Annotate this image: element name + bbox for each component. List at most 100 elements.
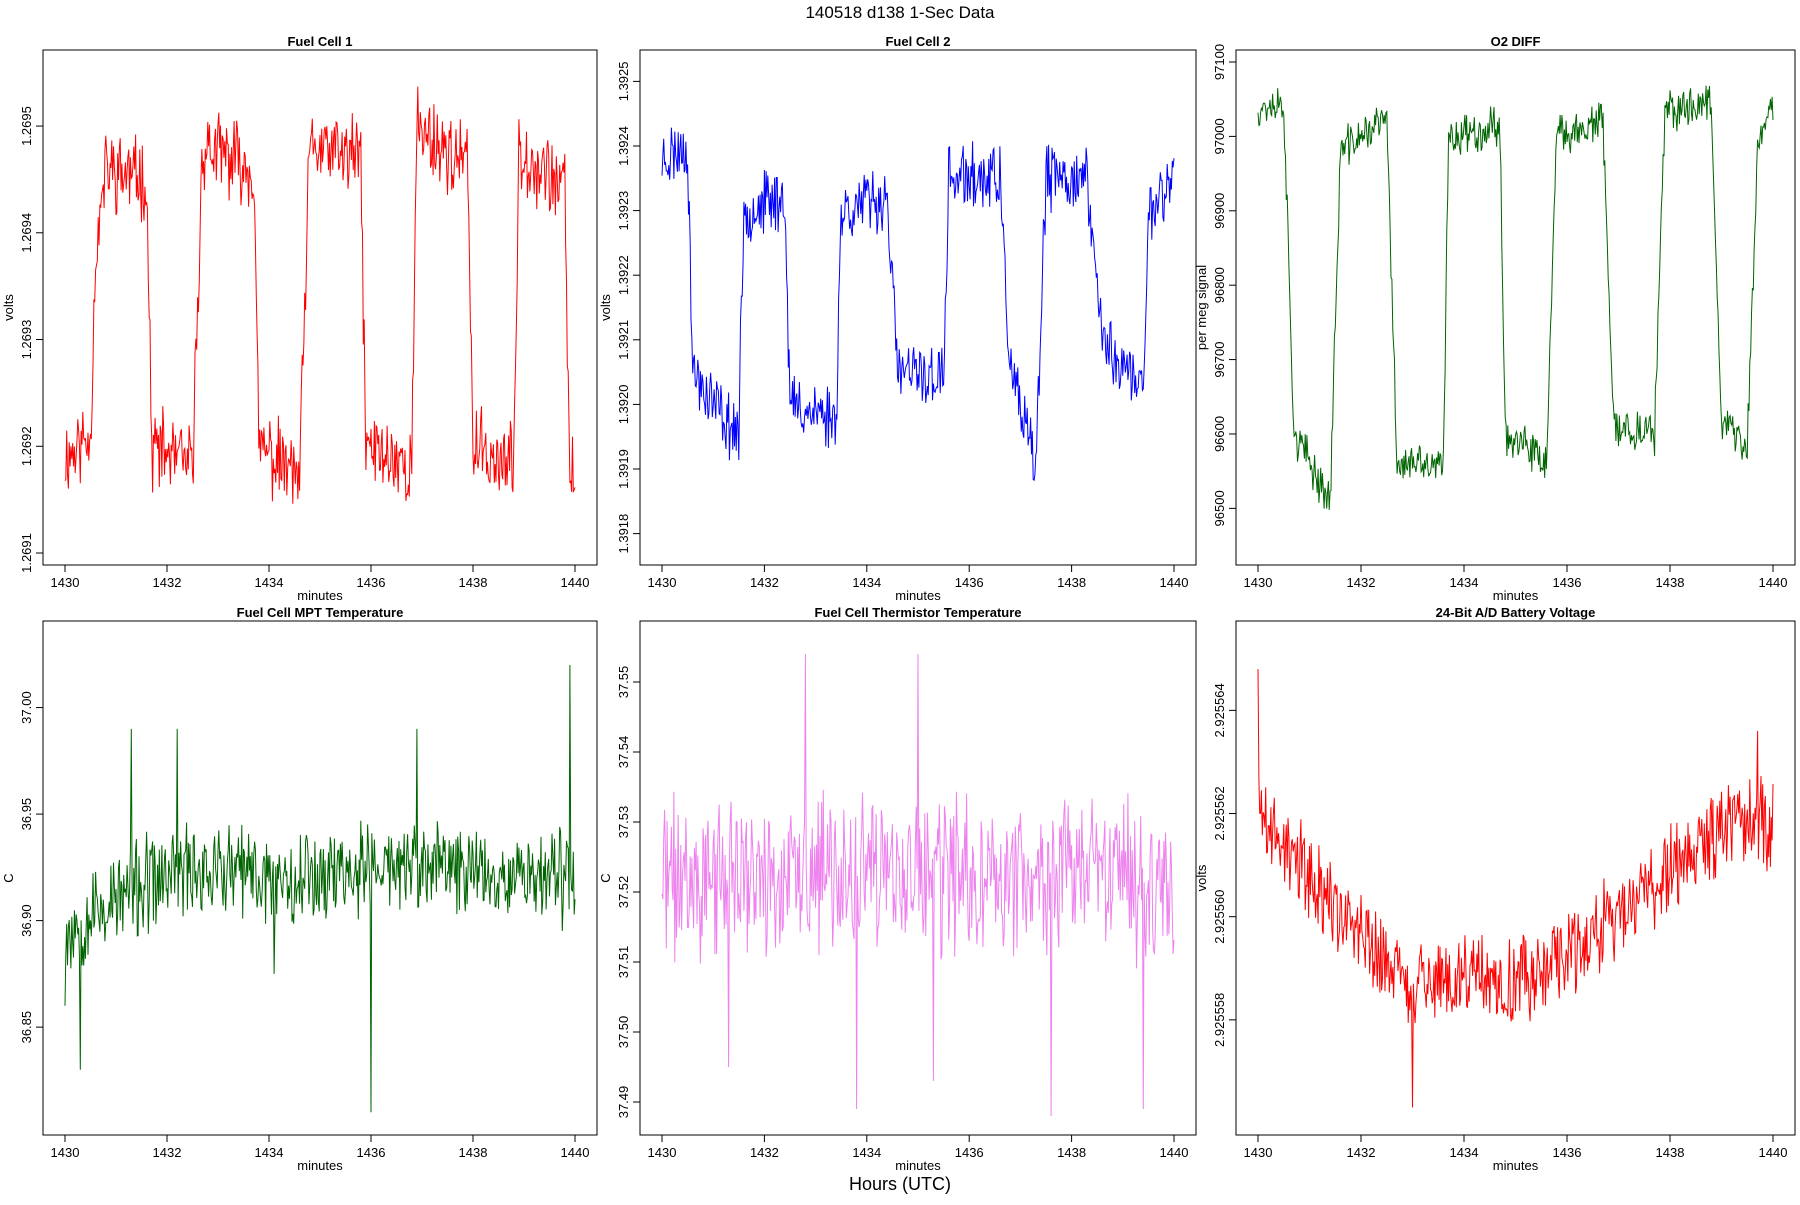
y-tick-label: 1.2691 <box>19 533 34 573</box>
x-tick-label: 1440 <box>1160 575 1189 590</box>
y-tick-label: 96600 <box>1212 416 1227 452</box>
plot-frame <box>639 620 1197 1136</box>
y-tick-label: 1.2694 <box>19 213 34 253</box>
y-tick-label: 1.3919 <box>616 449 631 489</box>
x-tick-label: 1434 <box>1450 1145 1479 1160</box>
x-axis-label: minutes <box>895 1158 941 1173</box>
y-axis-label: C <box>1 873 16 882</box>
x-tick-label: 1432 <box>750 575 779 590</box>
y-tick-label: 96900 <box>1212 193 1227 229</box>
y-axis-label: volts <box>1194 864 1209 891</box>
y-tick-label: 1.3923 <box>616 191 631 231</box>
x-tick-label: 1436 <box>1553 575 1582 590</box>
x-tick-label: 1438 <box>1656 575 1685 590</box>
y-tick-label: 36.85 <box>19 1011 34 1044</box>
y-tick-label: 37.49 <box>616 1086 631 1119</box>
x-tick-label: 1430 <box>51 575 80 590</box>
y-tick-label: 1.2692 <box>19 426 34 466</box>
panel-4: Fuel Cell MPT Temperature 1430 1432 1434 143… <box>1 605 598 1173</box>
y-axis-label: per meg signal <box>1194 265 1209 350</box>
x-tick-label: 1432 <box>153 575 182 590</box>
y-tick-label: 37.54 <box>616 736 631 769</box>
plot-frame <box>42 49 598 566</box>
x-tick-label: 1432 <box>153 1145 182 1160</box>
y-tick-label: 36.90 <box>19 904 34 937</box>
x-axis-label: minutes <box>1493 1158 1539 1173</box>
x-tick-label: 1432 <box>1347 575 1376 590</box>
x-tick-label: 1432 <box>750 1145 779 1160</box>
y-tick-label: 96700 <box>1212 341 1227 377</box>
panel-title: Fuel Cell Thermistor Temperature <box>814 605 1021 620</box>
panel-5: Fuel Cell Thermistor Temperature 1430 1432… <box>598 605 1197 1173</box>
x-tick-label: 1440 <box>561 575 590 590</box>
y-tick-label: 96500 <box>1212 490 1227 526</box>
y-tick-label: 37.53 <box>616 806 631 839</box>
plot-frame <box>1235 620 1796 1136</box>
x-tick-label: 1438 <box>1057 575 1086 590</box>
y-tick-label: 1.3924 <box>616 126 631 166</box>
x-tick-label: 1430 <box>1244 575 1273 590</box>
x-tick-label: 1434 <box>1450 575 1479 590</box>
panel-title: Fuel Cell MPT Temperature <box>237 605 404 620</box>
y-tick-label: 97100 <box>1212 44 1227 80</box>
y-tick-label: 2.925564 <box>1212 683 1227 737</box>
y-tick-label: 37.55 <box>616 666 631 699</box>
x-tick-label: 1436 <box>955 1145 984 1160</box>
y-tick-label: 1.2695 <box>19 106 34 146</box>
panel-2: Fuel Cell 2 1430 1432 1434 1436 1438 1440 minut… <box>598 34 1197 603</box>
y-axis-label: volts <box>598 294 613 321</box>
x-tick-label: 1440 <box>1160 1145 1189 1160</box>
y-tick-label: 2.925558 <box>1212 993 1227 1047</box>
x-tick-label: 1438 <box>459 575 488 590</box>
x-tick-label: 1430 <box>1244 1145 1273 1160</box>
panels: Fuel Cell 1 1430 1432 1434 1436 1438 1440 minut… <box>1 34 1796 1173</box>
x-tick-label: 1440 <box>1759 575 1788 590</box>
x-tick-label: 1438 <box>459 1145 488 1160</box>
x-tick-label: 1432 <box>1347 1145 1376 1160</box>
x-tick-label: 1434 <box>255 575 284 590</box>
x-tick-label: 1430 <box>51 1145 80 1160</box>
panel-title: Fuel Cell 1 <box>287 34 352 49</box>
y-tick-label: 37.52 <box>616 876 631 909</box>
y-tick-label: 2.925560 <box>1212 890 1227 944</box>
figure-title: 140518 d138 1-Sec Data <box>805 3 995 22</box>
figure-xlabel: Hours (UTC) <box>849 1174 951 1194</box>
panel-title: Fuel Cell 2 <box>885 34 950 49</box>
panel-3: O2 DIFF 1430 1432 1434 1436 1438 1440 minutes 96… <box>1194 34 1796 603</box>
x-tick-label: 1436 <box>357 575 386 590</box>
x-axis-label: minutes <box>895 588 941 603</box>
y-tick-label: 1.3918 <box>616 514 631 554</box>
y-tick-label: 37.00 <box>19 691 34 724</box>
panel-title: 24-Bit A/D Battery Voltage <box>1436 605 1596 620</box>
x-tick-label: 1430 <box>648 575 677 590</box>
x-tick-label: 1430 <box>648 1145 677 1160</box>
series-line <box>1257 669 1774 1108</box>
x-axis-label: minutes <box>297 588 343 603</box>
x-tick-label: 1440 <box>1759 1145 1788 1160</box>
x-tick-label: 1434 <box>852 1145 881 1160</box>
x-axis-label: minutes <box>1493 588 1539 603</box>
y-tick-label: 1.3925 <box>616 61 631 101</box>
plot-frame <box>1235 49 1796 566</box>
x-tick-label: 1436 <box>357 1145 386 1160</box>
series-line <box>1257 85 1774 510</box>
plot-frame <box>639 49 1197 566</box>
series-line <box>64 664 576 1113</box>
series-line <box>64 86 576 504</box>
series-line <box>661 127 1175 482</box>
y-tick-label: 96800 <box>1212 267 1227 303</box>
y-tick-label: 2.925562 <box>1212 786 1227 840</box>
x-axis-label: minutes <box>297 1158 343 1173</box>
x-tick-label: 1436 <box>1553 1145 1582 1160</box>
y-tick-label: 37.50 <box>616 1016 631 1049</box>
y-tick-label: 37.51 <box>616 946 631 979</box>
y-tick-label: 36.95 <box>19 798 34 831</box>
y-tick-label: 1.3922 <box>616 255 631 295</box>
y-tick-label: 97000 <box>1212 118 1227 154</box>
panel-title: O2 DIFF <box>1491 34 1541 49</box>
plot-frame <box>42 620 598 1136</box>
x-tick-label: 1434 <box>852 575 881 590</box>
x-tick-label: 1434 <box>255 1145 284 1160</box>
